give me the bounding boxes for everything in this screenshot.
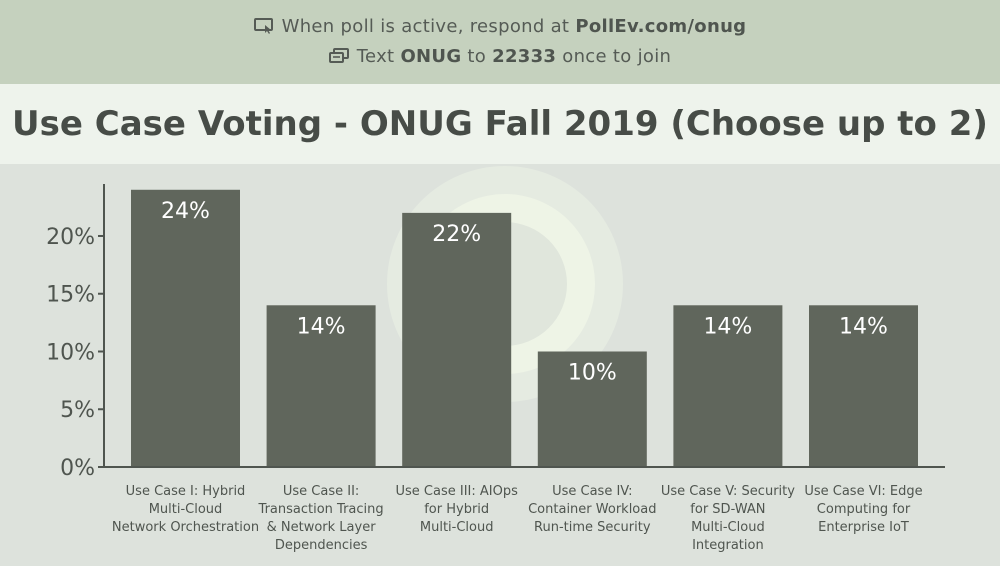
x-category-label-line: Run-time Security bbox=[534, 520, 651, 535]
y-tick-label: 0% bbox=[60, 456, 95, 481]
x-category-label-line: Enterprise IoT bbox=[818, 520, 909, 535]
x-category-label-line: Container Workload bbox=[528, 502, 656, 517]
x-category-label-line: Use Case II: bbox=[283, 484, 359, 499]
poll-instruction-web: When poll is active, respond at PollEv.c… bbox=[0, 16, 1000, 39]
poll-web-link[interactable]: PollEv.com/onug bbox=[575, 16, 747, 37]
x-category-label-line: Use Case IV: bbox=[552, 484, 632, 499]
poll-sms-number: 22333 bbox=[492, 46, 557, 67]
bar bbox=[131, 189, 240, 467]
bar-value-label: 14% bbox=[703, 314, 752, 339]
poll-sms-code: ONUG bbox=[400, 46, 462, 67]
y-tick-label: 10% bbox=[46, 340, 95, 365]
bar-value-label: 22% bbox=[432, 222, 481, 247]
x-category-label: Use Case VI: Edge Computing for Enterprise… bbox=[804, 484, 922, 535]
x-category-label-line: Multi-Cloud bbox=[149, 502, 223, 517]
x-category-label-line: Computing for bbox=[817, 502, 911, 517]
x-category-label: Use Case I: Hybrid Multi-Cloud Network Orc… bbox=[112, 484, 259, 535]
y-tick-label: 5% bbox=[60, 398, 95, 423]
poll-sms-prefix: Text bbox=[356, 46, 401, 67]
bar bbox=[673, 305, 783, 467]
x-category-label-line: Multi-Cloud bbox=[691, 520, 765, 535]
y-tick-label: 20% bbox=[46, 225, 95, 250]
x-category-label: Use Case V: Security for SD-WAN Multi-Clou… bbox=[661, 484, 795, 553]
x-category-label-line: & Network Layer bbox=[267, 520, 377, 535]
x-category-label-line: Dependencies bbox=[275, 538, 368, 553]
poll-sms-suffix: once to join bbox=[556, 46, 672, 67]
x-category-label: Use Case III: AIOps for Hybrid Multi-Cloud bbox=[396, 484, 519, 535]
x-category-label: Use Case II: Transaction Tracing & Network… bbox=[258, 484, 384, 553]
bar bbox=[402, 212, 512, 467]
bar bbox=[809, 305, 918, 467]
bar-value-label: 14% bbox=[297, 314, 346, 339]
bar bbox=[537, 351, 647, 467]
x-category-label-line: for SD-WAN bbox=[690, 502, 765, 517]
y-axis-ticks: 0% 5% 10% 15% 20% bbox=[46, 225, 104, 481]
x-category-label-line: Use Case V: Security bbox=[661, 484, 795, 499]
x-category-label-line: Integration bbox=[692, 538, 764, 553]
screen-cursor-icon bbox=[253, 18, 274, 39]
x-category-label: Use Case IV: Container Workload Run-time S… bbox=[528, 484, 656, 535]
chart-title: Use Case Voting - ONUG Fall 2019 (Choose… bbox=[12, 104, 988, 144]
x-category-label-line: Network Orchestration bbox=[112, 520, 259, 535]
title-band: Use Case Voting - ONUG Fall 2019 (Choose… bbox=[0, 84, 1000, 164]
bar-value-label: 24% bbox=[161, 199, 210, 224]
poll-web-text: When poll is active, respond at bbox=[281, 16, 576, 37]
chat-bubble-icon bbox=[328, 48, 349, 69]
x-category-label-line: Use Case I: Hybrid bbox=[126, 484, 246, 499]
poll-instruction-sms: Text ONUG to 22333 once to join bbox=[0, 46, 1000, 69]
x-category-label-line: Use Case III: AIOps bbox=[396, 484, 519, 499]
poll-instructions-bar: When poll is active, respond at PollEv.c… bbox=[0, 0, 1000, 84]
bar-value-label: 10% bbox=[568, 360, 617, 385]
x-category-label-line: Multi-Cloud bbox=[420, 520, 494, 535]
x-category-label-line: for Hybrid bbox=[424, 502, 489, 517]
poll-sms-mid: to bbox=[461, 46, 493, 67]
chart-area: 24% 14% 22% 10% 14% 14% 0% 5% 10% 15% 20% Use Cas… bbox=[0, 164, 1000, 562]
bar-value-label: 14% bbox=[839, 314, 888, 339]
y-tick-label: 15% bbox=[46, 283, 95, 308]
bar bbox=[266, 305, 376, 467]
x-category-label-line: Use Case VI: Edge bbox=[804, 484, 922, 499]
x-category-label-line: Transaction Tracing bbox=[258, 502, 384, 517]
bar-chart: 24% 14% 22% 10% 14% 14% 0% 5% 10% 15% 20% Use Cas… bbox=[46, 166, 945, 553]
x-axis-labels: Use Case I: Hybrid Multi-Cloud Network Orc… bbox=[112, 484, 923, 553]
bars-group: 24% 14% 22% 10% 14% 14% bbox=[131, 189, 918, 467]
